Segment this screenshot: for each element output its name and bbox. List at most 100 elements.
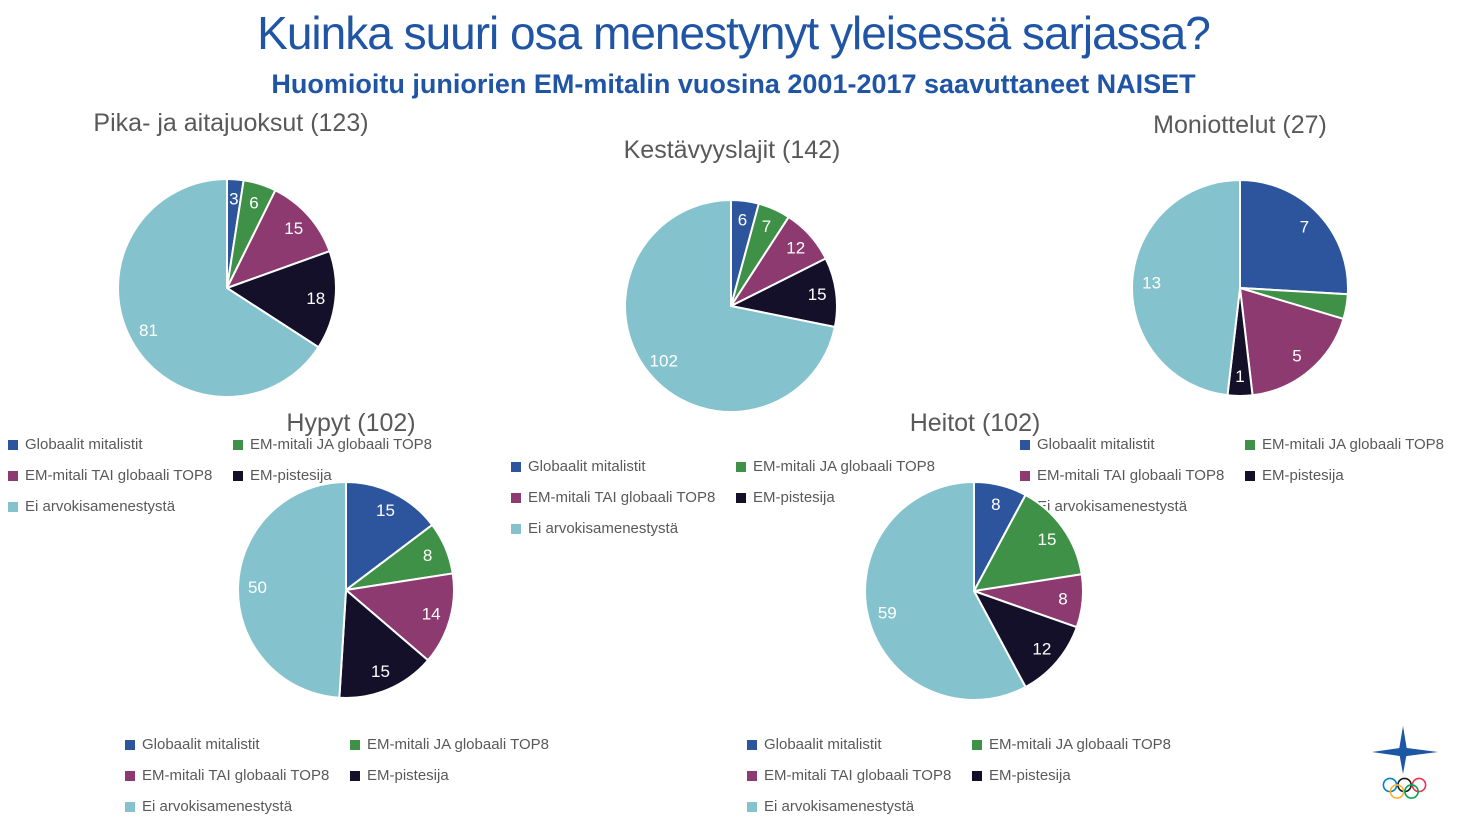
pie-value-label: 15: [284, 219, 303, 238]
legend-label: EM-mitali JA globaali TOP8: [367, 736, 550, 753]
legend-swatch: [1020, 470, 1030, 481]
chart-title-heitot: Heitot (102): [909, 409, 1041, 437]
legend-label: Globaalit mitalistit: [142, 736, 260, 753]
legend-moniottelut: Globaalit mitalistit EM-mitali JA globaal…: [1020, 436, 1444, 515]
legend-swatch: [747, 770, 757, 781]
legend-swatch: [233, 470, 243, 481]
legend-swatch: [1245, 439, 1255, 450]
pie-value-label: 15: [376, 501, 395, 520]
legend-swatch: [125, 770, 135, 781]
pie-value-label: 102: [650, 352, 678, 371]
pie-chart-pika-ja-aitajuoksut: 3 6 15 18 81: [117, 178, 337, 398]
pie-value-label: 12: [1032, 640, 1051, 659]
legend-swatch: [736, 492, 746, 503]
pie-chart-moniottelut: 7 5 1 13: [1131, 179, 1349, 397]
pie-value-label: 8: [1058, 590, 1067, 609]
pie-slice: [624, 199, 836, 413]
olympic-rings-icon: [1382, 777, 1427, 799]
chart-title-pika-ja-aitajuoksut: Pika- ja aitajuoksut (123): [93, 109, 369, 137]
pie-value-label: 14: [422, 605, 441, 624]
legend-item: EM-pistesija: [736, 489, 935, 506]
legend-swatch: [125, 739, 135, 750]
legend-item: EM-pistesija: [1245, 467, 1444, 484]
pie-value-label: 18: [306, 289, 325, 308]
legend-item: EM-mitali TAI globaali TOP8: [125, 767, 350, 784]
pie-slice: [338, 589, 430, 699]
pie-value-label: 7: [762, 217, 771, 236]
legend-hypyt: Globaalit mitalistit EM-mitali JA globaal…: [125, 736, 549, 815]
legend-swatch: [350, 770, 360, 781]
legend-item: Ei arvokisamenestystä: [747, 798, 972, 815]
legend-swatch: [972, 770, 982, 781]
legend-label: EM-mitali TAI globaali TOP8: [528, 489, 716, 506]
legend-label: Globaalit mitalistit: [764, 736, 882, 753]
legend-label: EM-pistesija: [1262, 467, 1344, 484]
legend-swatch: [747, 739, 757, 750]
legend-label: EM-mitali TAI globaali TOP8: [25, 467, 213, 484]
legend-label: Globaalit mitalistit: [528, 458, 646, 475]
pie-value-label: 15: [808, 285, 827, 304]
legend-item: EM-mitali JA globaali TOP8: [233, 436, 432, 453]
legend-label: EM-pistesija: [250, 467, 332, 484]
legend-swatch: [736, 461, 746, 472]
pie-slice: [1239, 179, 1349, 296]
pie-value-label: 8: [423, 546, 432, 565]
legend-label: Ei arvokisamenestystä: [25, 498, 176, 515]
legend-swatch: [125, 801, 135, 812]
olympic-committee-logo: [1372, 726, 1438, 799]
pie-value-label: 3: [229, 189, 238, 208]
legend-item: EM-mitali JA globaali TOP8: [1245, 436, 1444, 453]
legend-label: Globaalit mitalistit: [1037, 436, 1155, 453]
legend-label: EM-mitali JA globaali TOP8: [1262, 436, 1445, 453]
pie-slice: [973, 493, 1083, 592]
legend-item: Globaalit mitalistit: [747, 736, 972, 753]
legend-label: EM-pistesija: [753, 489, 835, 506]
pie-value-label: 13: [1142, 273, 1161, 292]
legend-label: Ei arvokisamenestystä: [528, 520, 679, 537]
chart-title-moniottelut: Moniottelut (27): [1153, 111, 1327, 139]
legend-item: Globaalit mitalistit: [1020, 436, 1245, 453]
legend-label: EM-mitali JA globaali TOP8: [753, 458, 936, 475]
legend-label: EM-mitali TAI globaali TOP8: [1037, 467, 1225, 484]
legend-item: Ei arvokisamenestystä: [8, 498, 233, 515]
finnish-cross-icon: [1372, 726, 1438, 774]
subtitle: Huomioitu juniorien EM-mitalin vuosina 2…: [271, 69, 1196, 99]
legend-item: EM-mitali TAI globaali TOP8: [747, 767, 972, 784]
legend-item: EM-mitali TAI globaali TOP8: [1020, 467, 1245, 484]
legend-swatch: [350, 739, 360, 750]
legend-item: Globaalit mitalistit: [511, 458, 736, 475]
pie-slice: [226, 189, 331, 289]
pie-slice: [345, 572, 455, 662]
legend-item: EM-mitali TAI globaali TOP8: [8, 467, 233, 484]
legend-item: EM-mitali JA globaali TOP8: [350, 736, 549, 753]
pie-slice: [1131, 179, 1241, 397]
pie-value-label: 5: [1292, 346, 1301, 365]
legend-label: Ei arvokisamenestystä: [142, 798, 293, 815]
legend-swatch: [1245, 470, 1255, 481]
pie-value-label: 50: [248, 578, 267, 597]
chart-title-hypyt: Hypyt (102): [286, 409, 416, 437]
pie-chart-hypyt: 15 8 14 15 50: [237, 481, 455, 699]
legend-item: Ei arvokisamenestystä: [125, 798, 350, 815]
legend-item: EM-mitali JA globaali TOP8: [736, 458, 935, 475]
pie-value-label: 12: [786, 239, 805, 258]
pie-value-label: 15: [1037, 530, 1056, 549]
pie-slice: [1239, 287, 1345, 397]
legend-swatch: [511, 523, 521, 534]
pie-value-label: 8: [991, 495, 1000, 514]
pie-slice: [226, 250, 337, 349]
pie-slice: [730, 257, 838, 328]
legend-item: EM-mitali JA globaali TOP8: [972, 736, 1171, 753]
pie-slice: [345, 481, 434, 591]
legend-label: Ei arvokisamenestystä: [1037, 498, 1188, 515]
legend-item: Globaalit mitalistit: [125, 736, 350, 753]
pie-value-label: 81: [139, 321, 158, 340]
pie-slice: [864, 481, 1027, 701]
legend-item: Globaalit mitalistit: [8, 436, 233, 453]
legend-pika-ja-aitajuoksut: Globaalit mitalistit EM-mitali JA globaal…: [8, 436, 432, 515]
pie-value-label: 1: [1235, 367, 1244, 386]
main-title: Kuinka suuri osa menestynyt yleisessä sa…: [257, 7, 1211, 59]
pie-value-label: 15: [371, 662, 390, 681]
legend-kestavyyslajit: Globaalit mitalistit EM-mitali JA globaal…: [511, 458, 935, 537]
pie-slice: [237, 481, 347, 699]
